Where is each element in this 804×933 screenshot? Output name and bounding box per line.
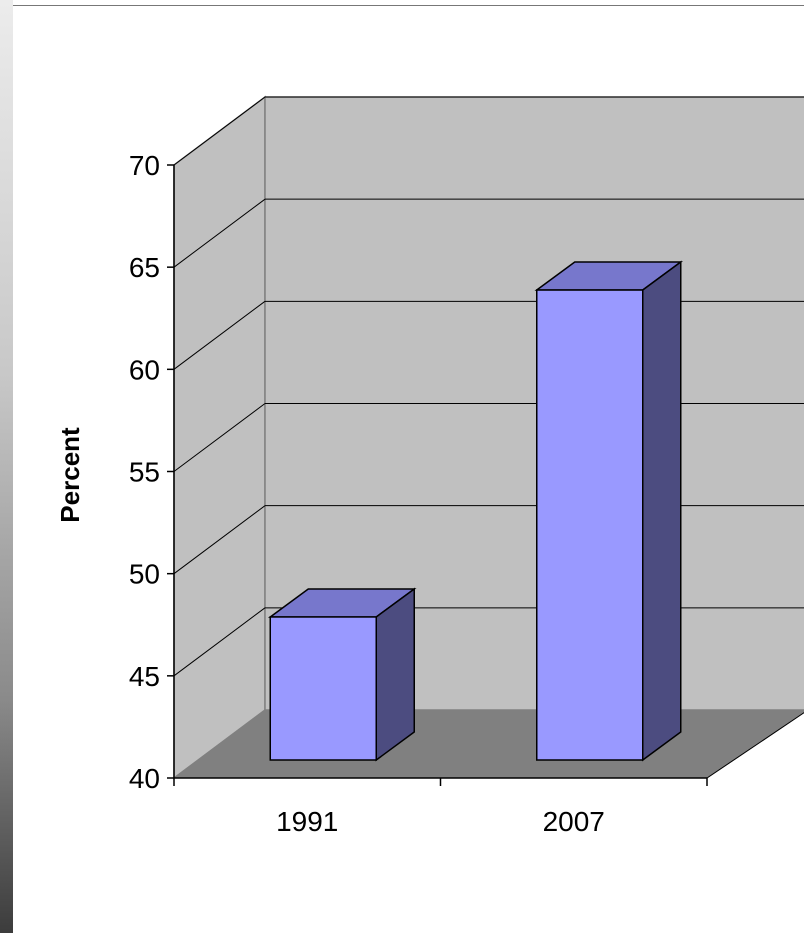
gridline-side — [173, 403, 266, 472]
y-tick-label: 65 — [129, 252, 160, 283]
tick-labels: 40 45 50 55 60 65 70 1991 2007 — [129, 150, 605, 837]
gridline-side — [173, 607, 266, 677]
frame-top-border — [13, 5, 804, 6]
x-tick-label: 2007 — [543, 806, 605, 837]
y-tick-label: 40 — [129, 763, 160, 794]
chart-floor — [172, 709, 804, 779]
x-tick-label: 1991 — [276, 806, 338, 837]
bar-front-face — [269, 616, 377, 761]
gridline-side — [173, 96, 266, 166]
bar-side-face — [375, 587, 415, 762]
y-tick-label: 60 — [129, 354, 160, 385]
axes — [167, 164, 804, 786]
y-axis-title: Percent — [55, 427, 85, 523]
y-tick-label: 55 — [129, 457, 160, 488]
floor-edge — [706, 712, 804, 779]
bar — [534, 260, 684, 762]
gridline-side — [173, 300, 266, 370]
bar-side-face — [642, 260, 682, 762]
gridline-side — [173, 505, 266, 575]
y-tick-label: 45 — [129, 661, 160, 692]
y-tick-label: 70 — [129, 150, 160, 181]
gridline-side — [173, 198, 266, 268]
bar — [267, 587, 417, 762]
window-edge — [0, 0, 13, 933]
bar-front-face — [536, 289, 644, 761]
y-tick-label: 50 — [129, 559, 160, 590]
bars — [267, 260, 684, 762]
